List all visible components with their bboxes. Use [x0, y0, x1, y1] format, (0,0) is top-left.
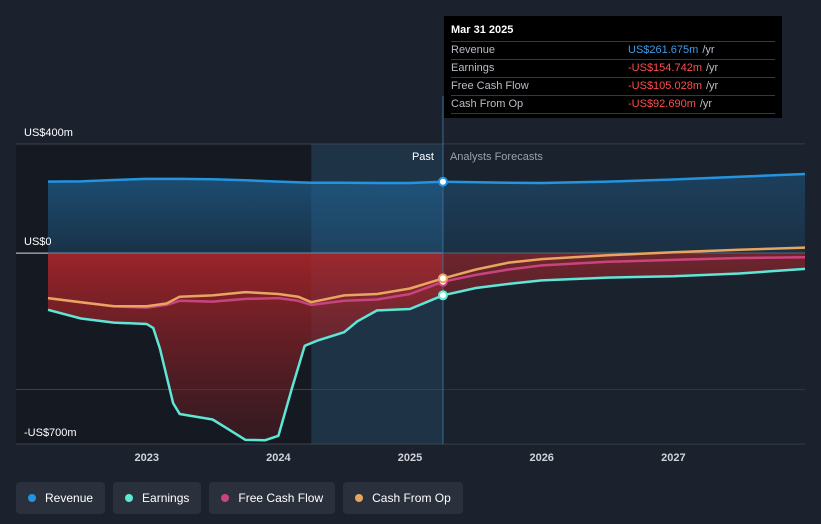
tooltip-value: -US$154.742m [628, 62, 702, 74]
revenue-area [48, 174, 805, 254]
y-tick-label: US$400m [24, 127, 73, 139]
forecast-overlay [442, 144, 805, 444]
legend-item-cash-from-op[interactable]: Cash From Op [343, 482, 463, 514]
marker-earnings [437, 290, 448, 301]
x-tick-label: 2026 [529, 452, 553, 464]
tooltip-unit: /yr [702, 44, 715, 56]
x-tick-label: 2025 [398, 452, 422, 464]
series-line-revenue [47, 172, 806, 185]
legend-dot-icon [28, 494, 36, 502]
y-tick-label: -US$700m [24, 427, 77, 439]
tooltip-row-cash-from-op: Cash From Op -US$92.690m /yr [451, 95, 775, 114]
tooltip-unit: /yr [706, 62, 719, 74]
marker-cash-from-op [437, 273, 448, 284]
tooltip-unit: /yr [706, 80, 719, 92]
legend-label: Revenue [45, 491, 94, 505]
tooltip-label: Free Cash Flow [451, 80, 529, 92]
series-line-free-cash-flow [47, 255, 806, 309]
tooltip-label: Earnings [451, 62, 495, 74]
x-tick-label: 2023 [134, 452, 158, 464]
legend-item-earnings[interactable]: Earnings [113, 482, 202, 514]
legend-dot-icon [221, 494, 230, 502]
legend-dot-icon [125, 494, 134, 502]
x-tick-label: 2027 [661, 452, 685, 464]
tooltip-unit: /yr [699, 98, 713, 110]
tooltip-label: Revenue [451, 44, 496, 56]
series-line-cash-from-op [47, 246, 806, 308]
tooltip-row-free-cash-flow: Free Cash Flow -US$105.028m /yr [451, 77, 775, 95]
series-line-earnings [47, 267, 806, 442]
tooltip-value: -US$92.690m [628, 98, 696, 110]
legend-label: Earnings [142, 491, 190, 505]
marker-revenue [437, 176, 448, 187]
legend-item-revenue[interactable]: Revenue [16, 482, 106, 514]
tooltip-row-revenue: Revenue US$261.675m /yr [451, 41, 775, 59]
legend-label: Cash From Op [372, 491, 451, 505]
tooltip-label: Cash From Op [451, 98, 524, 110]
tooltip-row-earnings: Earnings -US$154.742m /yr [451, 59, 775, 77]
data-tooltip: Mar 31 2025 Revenue US$261.675m /yr Earn… [444, 16, 782, 118]
tooltip-value: -US$105.028m [628, 80, 702, 92]
legend-item-free-cash-flow[interactable]: Free Cash Flow [209, 482, 336, 514]
past-label: Past [412, 151, 434, 163]
chart-legend: Revenue Earnings Free Cash Flow Cash Fro… [16, 482, 463, 514]
legend-label: Free Cash Flow [238, 491, 324, 505]
forecast-label: Analysts Forecasts [450, 151, 543, 163]
y-tick-label: US$0 [24, 236, 52, 248]
x-tick-label: 2024 [266, 452, 291, 464]
tooltip-date: Mar 31 2025 [451, 24, 514, 36]
tooltip-value: US$261.675m [628, 44, 699, 56]
legend-dot-icon [355, 494, 364, 502]
